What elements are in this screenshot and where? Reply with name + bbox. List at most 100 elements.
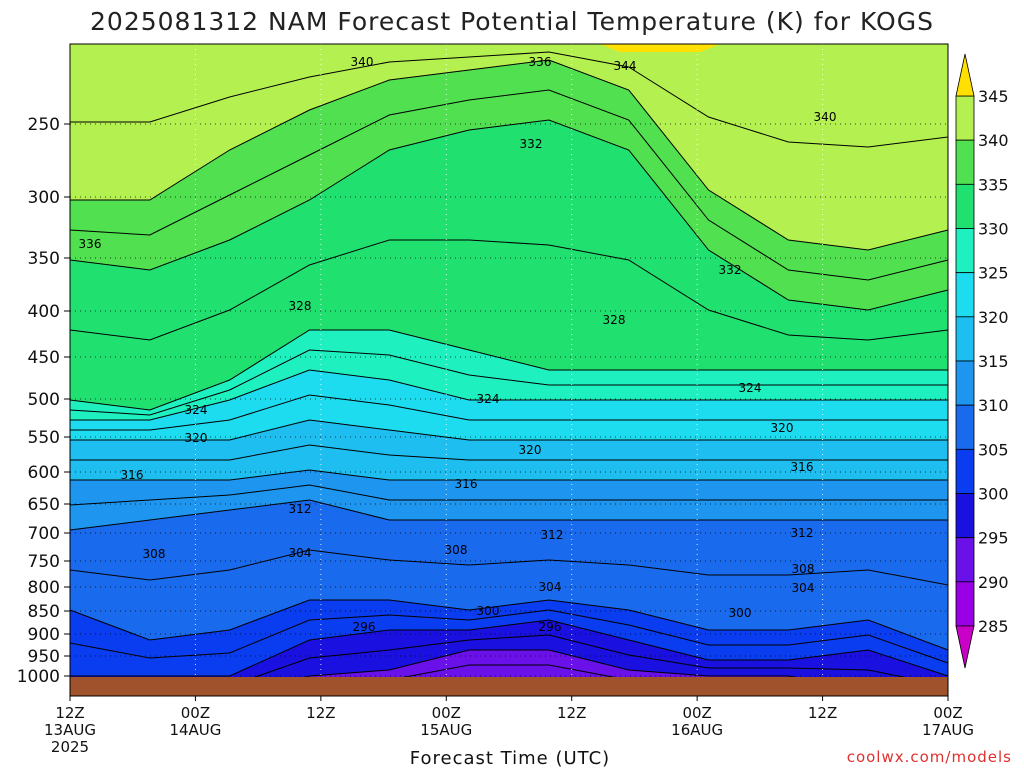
contour-label: 296 bbox=[539, 620, 562, 634]
contour-band bbox=[70, 330, 948, 420]
contour-label: 320 bbox=[185, 431, 208, 445]
contour-label: 316 bbox=[791, 460, 814, 474]
contour-label: 328 bbox=[603, 313, 626, 327]
colorbar-swatch bbox=[955, 139, 975, 185]
y-tick-label: 300 bbox=[28, 188, 60, 208]
x-axis-label: Forecast Time (UTC) bbox=[410, 748, 610, 768]
contour-line bbox=[69, 549, 949, 586]
y-tick-label: 450 bbox=[28, 348, 60, 368]
x-tick-label: 12Z bbox=[808, 704, 837, 722]
colorbar-tick-label: 335 bbox=[978, 175, 1009, 194]
contour-label: 344 bbox=[614, 59, 637, 73]
contour-label: 312 bbox=[791, 526, 814, 540]
contour-label: 316 bbox=[455, 477, 478, 491]
x-tick-label: 12Z bbox=[306, 704, 335, 722]
contour-label: 316 bbox=[121, 468, 144, 482]
plot-frame bbox=[69, 43, 949, 697]
ground-surface bbox=[70, 677, 948, 696]
grid-lines bbox=[70, 44, 948, 696]
contour-line bbox=[69, 349, 948, 416]
colorbar-tick-label: 325 bbox=[978, 264, 1009, 283]
x-tick-label: 00Z bbox=[432, 704, 461, 722]
y-tick-label: 600 bbox=[28, 463, 60, 483]
colorbar-swatch bbox=[955, 493, 975, 539]
contour-band bbox=[70, 60, 948, 310]
contour-label: 324 bbox=[185, 403, 208, 417]
colorbar-swatch bbox=[955, 448, 975, 494]
contour-line bbox=[69, 499, 948, 531]
contour-band bbox=[70, 600, 948, 676]
contour-band bbox=[70, 500, 948, 650]
contour-label: 332 bbox=[520, 137, 543, 151]
contour-label: 336 bbox=[79, 237, 102, 251]
colorbar-tick-label: 315 bbox=[978, 352, 1009, 371]
contour-line bbox=[69, 599, 949, 651]
contour-line bbox=[69, 329, 948, 411]
colorbar-min-arrow bbox=[955, 625, 975, 669]
x-tick-label: 00Z bbox=[933, 704, 962, 722]
contour-line bbox=[70, 51, 949, 148]
contour-band bbox=[70, 420, 948, 480]
y-tick-label: 700 bbox=[28, 524, 60, 544]
contour-band bbox=[70, 44, 948, 250]
contour-label: 304 bbox=[289, 546, 312, 560]
contour-line bbox=[69, 609, 949, 664]
contour-label: 308 bbox=[445, 543, 468, 557]
y-axis: 250 300 350 400 450 500 550 600 650 700 750 800 850 9… bbox=[17, 115, 70, 687]
contour-line bbox=[70, 469, 948, 481]
plot-area: 340 336 344 332 340 336 332 328 328 324 324 324 320 3… bbox=[69, 43, 949, 697]
contour-label: 324 bbox=[739, 381, 762, 395]
colorbar-tick-label: 300 bbox=[978, 485, 1009, 504]
credit-link[interactable]: coolwx.com/models bbox=[847, 748, 1012, 766]
contour-band bbox=[70, 370, 948, 440]
chart-title: 2025081312 NAM Forecast Potential Temper… bbox=[90, 7, 934, 36]
contour-line bbox=[70, 369, 948, 421]
colorbar-tick-label: 345 bbox=[978, 87, 1009, 106]
x-tick-label: 2025 bbox=[51, 738, 89, 756]
x-tick-label: 14AUG bbox=[169, 721, 221, 739]
colorbar-swatch bbox=[955, 183, 975, 229]
colorbar-tick-label: 310 bbox=[978, 396, 1009, 415]
contour-label: 320 bbox=[519, 443, 542, 457]
colorbar-tick-label: 295 bbox=[978, 529, 1009, 548]
colorbar-tick-label: 305 bbox=[978, 440, 1009, 459]
colorbar-swatch bbox=[955, 95, 975, 141]
contour-label: 340 bbox=[351, 55, 374, 69]
contour-band bbox=[600, 44, 720, 52]
contour-line bbox=[70, 59, 949, 251]
contour-label: 304 bbox=[792, 581, 815, 595]
contour-label: 308 bbox=[792, 562, 815, 576]
contour-label: 336 bbox=[529, 55, 552, 69]
colorbar-swatch bbox=[955, 404, 975, 450]
colorbar-swatch bbox=[955, 581, 975, 627]
contour-label: 308 bbox=[143, 547, 166, 561]
colorbar-tick-label: 285 bbox=[978, 617, 1009, 636]
contour-line bbox=[70, 419, 948, 441]
y-tick-label: 900 bbox=[28, 625, 60, 645]
contour-line bbox=[69, 119, 949, 311]
colorbar-swatch bbox=[955, 537, 975, 583]
colorbar-swatch bbox=[955, 360, 975, 406]
x-tick-label: 16AUG bbox=[671, 721, 723, 739]
x-tick-label: 00Z bbox=[682, 704, 711, 722]
contour-line bbox=[69, 239, 949, 341]
colorbar-swatch bbox=[955, 272, 975, 318]
y-tick-label: 800 bbox=[28, 578, 60, 598]
y-tick-label: 850 bbox=[28, 602, 60, 622]
contour-line bbox=[69, 89, 949, 281]
colorbar: 345 340 335 330 325 320 315 310 305 300 295 290 285 bbox=[955, 53, 1009, 669]
y-tick-label: 250 bbox=[28, 115, 60, 135]
y-tick-label: 350 bbox=[28, 249, 60, 269]
colorbar-max-arrow bbox=[955, 53, 975, 97]
colorbar-tick-label: 290 bbox=[978, 573, 1009, 592]
x-tick-label: 15AUG bbox=[420, 721, 472, 739]
contour-labels: 340 336 344 332 340 336 332 328 328 324 324 324 320 3… bbox=[79, 55, 837, 634]
y-tick-label: 950 bbox=[28, 647, 60, 667]
contour-label: 300 bbox=[729, 606, 752, 620]
contour-band bbox=[70, 120, 948, 410]
contour-line bbox=[70, 394, 948, 431]
x-tick-label: 17AUG bbox=[922, 721, 974, 739]
y-tick-label: 650 bbox=[28, 495, 60, 515]
